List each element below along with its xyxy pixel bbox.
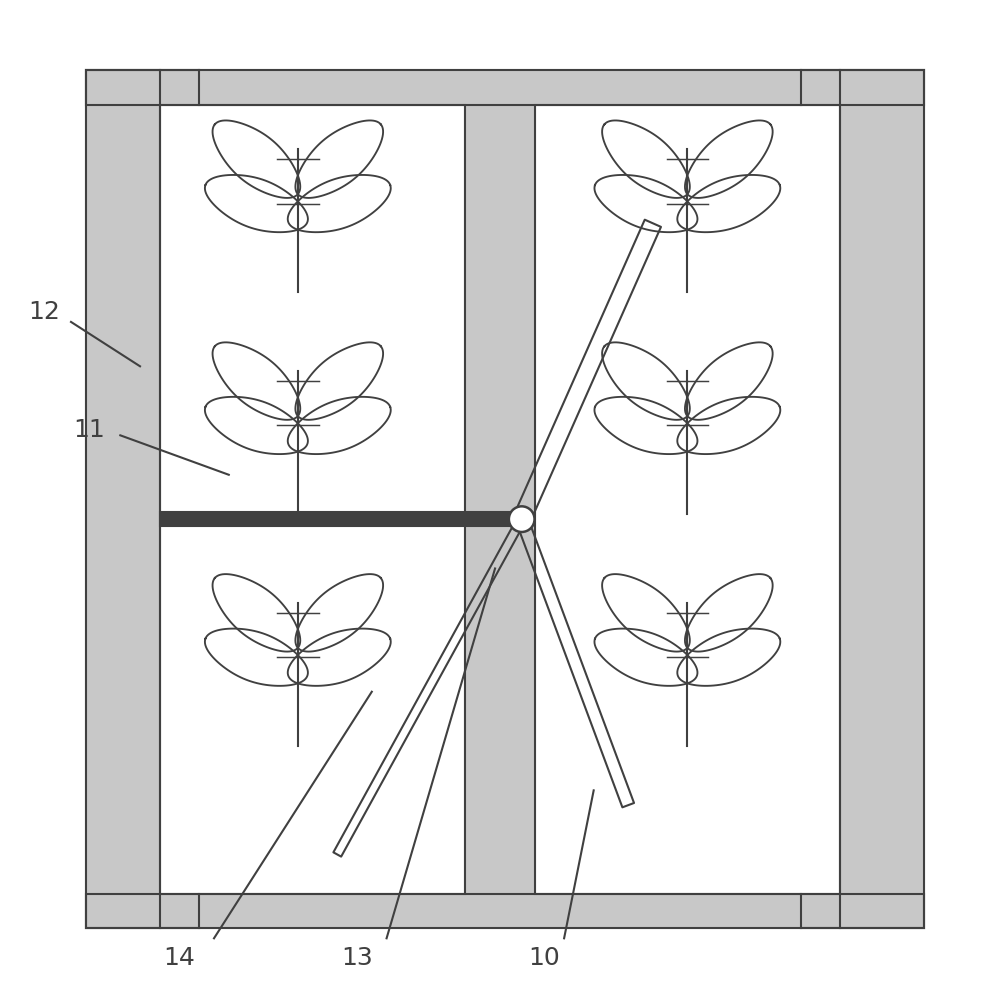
Bar	[535, 105, 840, 894]
Text: 12: 12	[28, 300, 60, 324]
Bar	[160, 105, 465, 894]
Bar	[86, 70, 924, 105]
Bar	[86, 70, 924, 105]
Bar	[535, 105, 840, 894]
Text: 14: 14	[164, 946, 195, 970]
Bar	[160, 105, 465, 894]
Text: 11: 11	[73, 418, 105, 442]
Bar	[840, 70, 924, 929]
Bar	[86, 70, 160, 929]
Text: 13: 13	[341, 946, 373, 970]
Bar	[465, 105, 535, 894]
Bar	[86, 70, 160, 929]
Bar	[86, 894, 924, 929]
Bar	[160, 512, 522, 526]
Bar	[86, 894, 924, 929]
Circle shape	[509, 506, 535, 532]
Bar	[465, 105, 535, 894]
Text: 10: 10	[529, 946, 560, 970]
Bar	[840, 70, 924, 929]
